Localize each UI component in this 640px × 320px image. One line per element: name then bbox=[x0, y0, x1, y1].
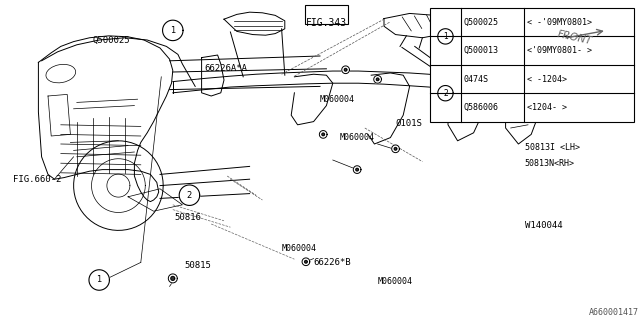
Text: 0474S: 0474S bbox=[464, 75, 489, 84]
Text: Q500025: Q500025 bbox=[464, 18, 499, 27]
Text: FIG.660-2: FIG.660-2 bbox=[13, 175, 61, 184]
Polygon shape bbox=[322, 133, 324, 136]
Text: 50813I <LH>: 50813I <LH> bbox=[525, 143, 580, 152]
Polygon shape bbox=[179, 185, 200, 205]
Text: Q500025: Q500025 bbox=[93, 36, 131, 44]
Polygon shape bbox=[342, 66, 349, 74]
Text: <1204- >: <1204- > bbox=[527, 103, 566, 112]
Polygon shape bbox=[89, 270, 109, 290]
Text: FIG.343: FIG.343 bbox=[306, 18, 347, 28]
Text: 66226*B: 66226*B bbox=[314, 258, 351, 267]
Text: 50813N<RH>: 50813N<RH> bbox=[525, 159, 575, 168]
Text: 1: 1 bbox=[443, 32, 448, 41]
Bar bbox=[305, 5, 348, 24]
Text: M060004: M060004 bbox=[320, 95, 355, 104]
Polygon shape bbox=[392, 145, 399, 153]
Polygon shape bbox=[394, 148, 397, 150]
Text: 2: 2 bbox=[187, 191, 192, 200]
Polygon shape bbox=[374, 76, 381, 83]
Text: Q586006: Q586006 bbox=[464, 103, 499, 112]
Polygon shape bbox=[171, 276, 175, 280]
Text: <'09MY0801- >: <'09MY0801- > bbox=[527, 46, 591, 55]
Polygon shape bbox=[302, 258, 310, 266]
Text: < -'09MY0801>: < -'09MY0801> bbox=[527, 18, 591, 27]
Polygon shape bbox=[163, 20, 183, 41]
Text: A660001417: A660001417 bbox=[589, 308, 639, 317]
Polygon shape bbox=[356, 168, 358, 171]
Polygon shape bbox=[166, 22, 175, 31]
Text: M060004: M060004 bbox=[282, 244, 317, 252]
Text: < -1204>: < -1204> bbox=[527, 75, 566, 84]
Text: 1: 1 bbox=[97, 276, 102, 284]
Text: 50815: 50815 bbox=[184, 261, 211, 270]
Text: 2: 2 bbox=[443, 89, 448, 98]
Text: W140044: W140044 bbox=[525, 221, 563, 230]
Text: 1: 1 bbox=[170, 26, 175, 35]
Polygon shape bbox=[438, 85, 453, 101]
Text: FRONT: FRONT bbox=[557, 29, 594, 46]
Polygon shape bbox=[305, 260, 307, 263]
Text: 50816: 50816 bbox=[175, 213, 202, 222]
Polygon shape bbox=[376, 78, 379, 81]
Polygon shape bbox=[344, 68, 347, 71]
Polygon shape bbox=[513, 91, 522, 100]
Text: 66226A*A: 66226A*A bbox=[205, 64, 248, 73]
Text: M060004: M060004 bbox=[339, 133, 374, 142]
Text: M060004: M060004 bbox=[378, 277, 413, 286]
Polygon shape bbox=[438, 29, 453, 44]
Polygon shape bbox=[353, 166, 361, 173]
Text: Q500013: Q500013 bbox=[464, 46, 499, 55]
Bar bbox=[430, 8, 634, 122]
Text: 0101S: 0101S bbox=[396, 119, 422, 128]
Polygon shape bbox=[168, 274, 177, 283]
Polygon shape bbox=[319, 131, 327, 138]
Polygon shape bbox=[169, 24, 173, 28]
